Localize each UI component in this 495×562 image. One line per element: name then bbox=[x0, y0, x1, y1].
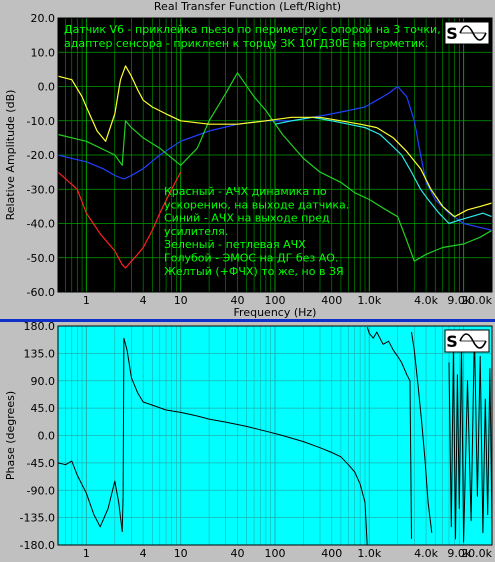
x-tick-label: 10 bbox=[174, 294, 188, 307]
series-line bbox=[57, 65, 493, 218]
x-tick-label: 10 bbox=[174, 547, 188, 560]
plot-border bbox=[57, 17, 493, 293]
y-axis-label: Phase (degrees) bbox=[4, 391, 17, 480]
y-tick-label: 20.0 bbox=[31, 12, 56, 25]
legend-note-line: Голубой - ЭМОС на ДГ без АО. bbox=[164, 252, 338, 265]
y-tick-label: -90.0 bbox=[27, 484, 55, 497]
series-line bbox=[366, 327, 412, 539]
series-line bbox=[57, 72, 493, 262]
s-sine-wave-logo-icon: S bbox=[444, 21, 490, 45]
legend-note-line: ускорению, на выходе датчика. bbox=[164, 198, 349, 211]
x-tick-label: 1.0k bbox=[357, 547, 381, 560]
x-tick-label: 40 bbox=[230, 294, 244, 307]
series-line bbox=[274, 116, 493, 225]
y-tick-label: 45.0 bbox=[31, 402, 56, 415]
y-tick-label: -180.0 bbox=[20, 539, 55, 552]
x-tick-label: 9.0k bbox=[447, 294, 471, 307]
x-tick-label: 400 bbox=[321, 547, 342, 560]
y-tick-label: 0.0 bbox=[38, 430, 56, 443]
y-tick-label: -50.0 bbox=[27, 252, 55, 265]
x-tick-label: 20.0k bbox=[461, 547, 492, 560]
legend-note-line: усилителя. bbox=[164, 225, 228, 238]
legend-note-line: Красный - АЧХ динамика по bbox=[164, 185, 327, 198]
phase-chart: 180.0 135.0 90.0 45.0 0.0 -45.0 -90.0 -135.0 -18… bbox=[4, 320, 493, 560]
series-line bbox=[57, 337, 368, 546]
s-sine-wave-logo-icon: S bbox=[444, 329, 490, 353]
y-tick-label: -20.0 bbox=[27, 149, 55, 162]
y-tick-label: -60.0 bbox=[27, 286, 55, 299]
y-tick-label: -135.0 bbox=[20, 512, 55, 525]
series-line bbox=[411, 332, 433, 533]
y-tick-label: 10.0 bbox=[31, 46, 56, 59]
x-tick-label: 4 bbox=[140, 547, 147, 560]
header-note-line: адаптер сенсора - приклеен к торцу ЗК 10… bbox=[64, 37, 428, 50]
y-tick-label: 135.0 bbox=[24, 347, 56, 360]
chart-divider bbox=[0, 319, 495, 322]
x-tick-label: 400 bbox=[321, 294, 342, 307]
x-tick-label: 100 bbox=[265, 294, 286, 307]
x-tick-label: 40 bbox=[230, 547, 244, 560]
series-line bbox=[448, 331, 493, 543]
x-tick-label: 4.0k bbox=[414, 547, 438, 560]
x-tick-label: 20.0k bbox=[461, 294, 492, 307]
x-tick-label: 4 bbox=[140, 294, 147, 307]
x-axis-label: Frequency (Hz) bbox=[234, 306, 317, 318]
logo-letter: S bbox=[446, 24, 458, 43]
x-tick-label: 100 bbox=[265, 547, 286, 560]
y-tick-label: -10.0 bbox=[27, 115, 55, 128]
x-tick-label: 9.0k bbox=[447, 547, 471, 560]
window-title: Real Transfer Function (Left/Right) bbox=[153, 0, 342, 13]
amplitude-chart: 20.0 10.0 0.0 -10.0 -20.0 -30.0 -40.0 -50.0 -60.… bbox=[4, 12, 493, 318]
y-tick-label: -30.0 bbox=[27, 183, 55, 196]
legend-note-line: Зеленый - петлевая АЧХ bbox=[164, 238, 306, 251]
y-tick-label: 0.0 bbox=[38, 81, 56, 94]
series-line bbox=[57, 171, 182, 269]
x-tick-label: 1.0k bbox=[357, 294, 381, 307]
header-note-line: Датчик V6 - приклейка пьезо по периметру… bbox=[64, 23, 441, 36]
y-axis-label: Relative Amplitude (dB) bbox=[4, 90, 17, 221]
plot-border bbox=[57, 325, 493, 546]
x-tick-label: 1 bbox=[83, 547, 90, 560]
y-tick-label: -45.0 bbox=[27, 457, 55, 470]
logo-letter: S bbox=[446, 332, 458, 351]
y-tick-label: -40.0 bbox=[27, 218, 55, 231]
y-tick-label: 90.0 bbox=[31, 375, 56, 388]
legend-note-line: Синий - АЧХ на выходе пред bbox=[164, 212, 330, 225]
legend-note-line: Желтый (+ФЧХ) то же, но в ЗЯ bbox=[164, 265, 344, 278]
x-tick-label: 4.0k bbox=[414, 294, 438, 307]
x-tick-label: 1 bbox=[83, 294, 90, 307]
y-tick-label: 180.0 bbox=[24, 320, 56, 333]
